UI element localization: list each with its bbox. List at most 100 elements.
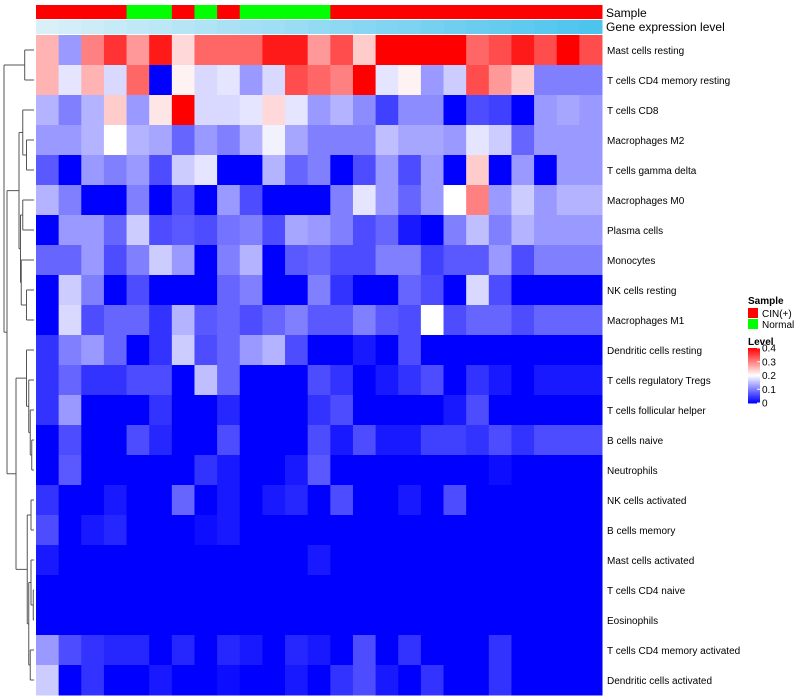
heatmap-cell <box>149 665 173 696</box>
colorbar-tick-label: 0 <box>762 399 768 410</box>
heatmap-cell <box>285 575 309 606</box>
heatmap-cell <box>103 275 128 306</box>
heatmap-cell <box>466 215 490 246</box>
heatmap-cell <box>81 275 105 306</box>
heatmap-cell <box>534 665 558 696</box>
legend-level-title: Level <box>748 337 774 348</box>
heatmap-cell <box>58 125 82 156</box>
heatmap-cell <box>149 215 173 246</box>
heatmap-cell <box>556 425 580 456</box>
heatmap-cell <box>262 155 286 186</box>
heatmap-cell <box>217 125 241 156</box>
heatmap-cell <box>488 485 512 516</box>
heatmap-cell <box>285 545 309 576</box>
heatmap-cell <box>149 95 173 126</box>
heatmap-cell <box>488 215 512 246</box>
heatmap-cell <box>149 395 173 426</box>
colorbar-tick-label: 0.3 <box>762 357 776 368</box>
heatmap-cell <box>511 185 535 216</box>
heatmap-cell <box>443 425 467 456</box>
heatmap-cell <box>579 65 603 96</box>
heatmap-cell <box>194 185 218 216</box>
heatmap-cell <box>443 65 467 96</box>
heatmap-cell <box>239 125 263 156</box>
heatmap-cell <box>534 335 558 366</box>
heatmap-cell <box>375 335 399 366</box>
sample-annotation-cell <box>285 5 309 19</box>
legend-label-cin: CIN(+) <box>762 309 792 320</box>
heatmap-cell <box>149 635 173 666</box>
heatmap-cell <box>534 95 558 126</box>
heatmap-cell <box>36 125 60 156</box>
heatmap-cell <box>307 395 331 426</box>
heatmap-cell <box>126 365 150 396</box>
heatmap-cell <box>398 185 422 216</box>
heatmap-cell <box>352 425 377 456</box>
heatmap-cell <box>488 425 512 456</box>
heatmap-cell <box>511 275 535 306</box>
heatmap-cell <box>262 425 286 456</box>
heatmap-cell <box>217 605 241 636</box>
sample-annotation-cell <box>488 5 512 19</box>
colorbar-segment <box>748 385 760 387</box>
sample-annotation-cell <box>171 5 195 19</box>
heatmap-cell <box>239 215 263 246</box>
heatmap-cell <box>36 335 60 366</box>
row-label: NK cells resting <box>607 286 676 297</box>
heatmap-cell <box>488 305 512 336</box>
heatmap-cell <box>488 575 512 606</box>
heatmap-cell <box>420 35 445 66</box>
sample-annotation-cell <box>81 5 105 19</box>
heatmap-cell <box>420 155 445 186</box>
heatmap-cell <box>466 575 490 606</box>
heatmap-cell <box>126 605 150 636</box>
heatmap-cell <box>171 95 195 126</box>
heatmap-cell <box>556 575 580 606</box>
row-label: Monocytes <box>607 256 655 267</box>
heatmap-cell <box>58 185 82 216</box>
sample-annotation-cell <box>126 5 150 19</box>
heatmap-cell <box>262 185 286 216</box>
heatmap-cell <box>488 455 512 486</box>
heatmap-cell <box>194 455 218 486</box>
heatmap-cell <box>375 455 399 486</box>
heatmap-cell <box>126 395 150 426</box>
heatmap-cell <box>239 65 263 96</box>
row-label: Mast cells activated <box>607 556 694 567</box>
level-colorbar-ticks: 0.4 0.3 0.2 0.1 0 <box>757 344 776 410</box>
heatmap-cell <box>488 125 512 156</box>
heatmap-cell <box>352 395 377 426</box>
sample-annotation-cell <box>375 5 399 19</box>
heatmap-cell <box>307 95 331 126</box>
heatmap-cell <box>330 455 354 486</box>
heatmap-cell <box>534 395 558 426</box>
heatmap-cell <box>579 515 603 546</box>
heatmap-cell <box>194 95 218 126</box>
heatmap-cell <box>534 425 558 456</box>
heatmap-cell <box>352 305 377 336</box>
heatmap-cell <box>149 485 173 516</box>
colorbar-segment <box>748 379 760 382</box>
heatmap-cell <box>556 485 580 516</box>
heatmap-cell <box>375 365 399 396</box>
heatmap-cell <box>511 335 535 366</box>
heatmap-cell <box>262 305 286 336</box>
heatmap-cell <box>126 305 150 336</box>
heatmap-cell <box>375 215 399 246</box>
heatmap-cell <box>534 575 558 606</box>
heatmap-cell <box>285 485 309 516</box>
colorbar-segment <box>748 381 760 383</box>
heatmap-cell <box>488 65 512 96</box>
heatmap-cell <box>171 305 195 336</box>
heatmap-cell <box>556 305 580 336</box>
heatmap-cell <box>352 245 377 276</box>
heatmap-cell <box>239 185 263 216</box>
colorbar-segment <box>748 348 760 350</box>
heatmap-cell <box>81 215 105 246</box>
heatmap-cell <box>58 335 82 366</box>
heatmap-cell <box>58 545 82 576</box>
heatmap-cell <box>36 305 60 336</box>
colorbar-segment <box>748 365 760 368</box>
heatmap-cell <box>217 575 241 606</box>
heatmap-cell <box>443 35 467 66</box>
